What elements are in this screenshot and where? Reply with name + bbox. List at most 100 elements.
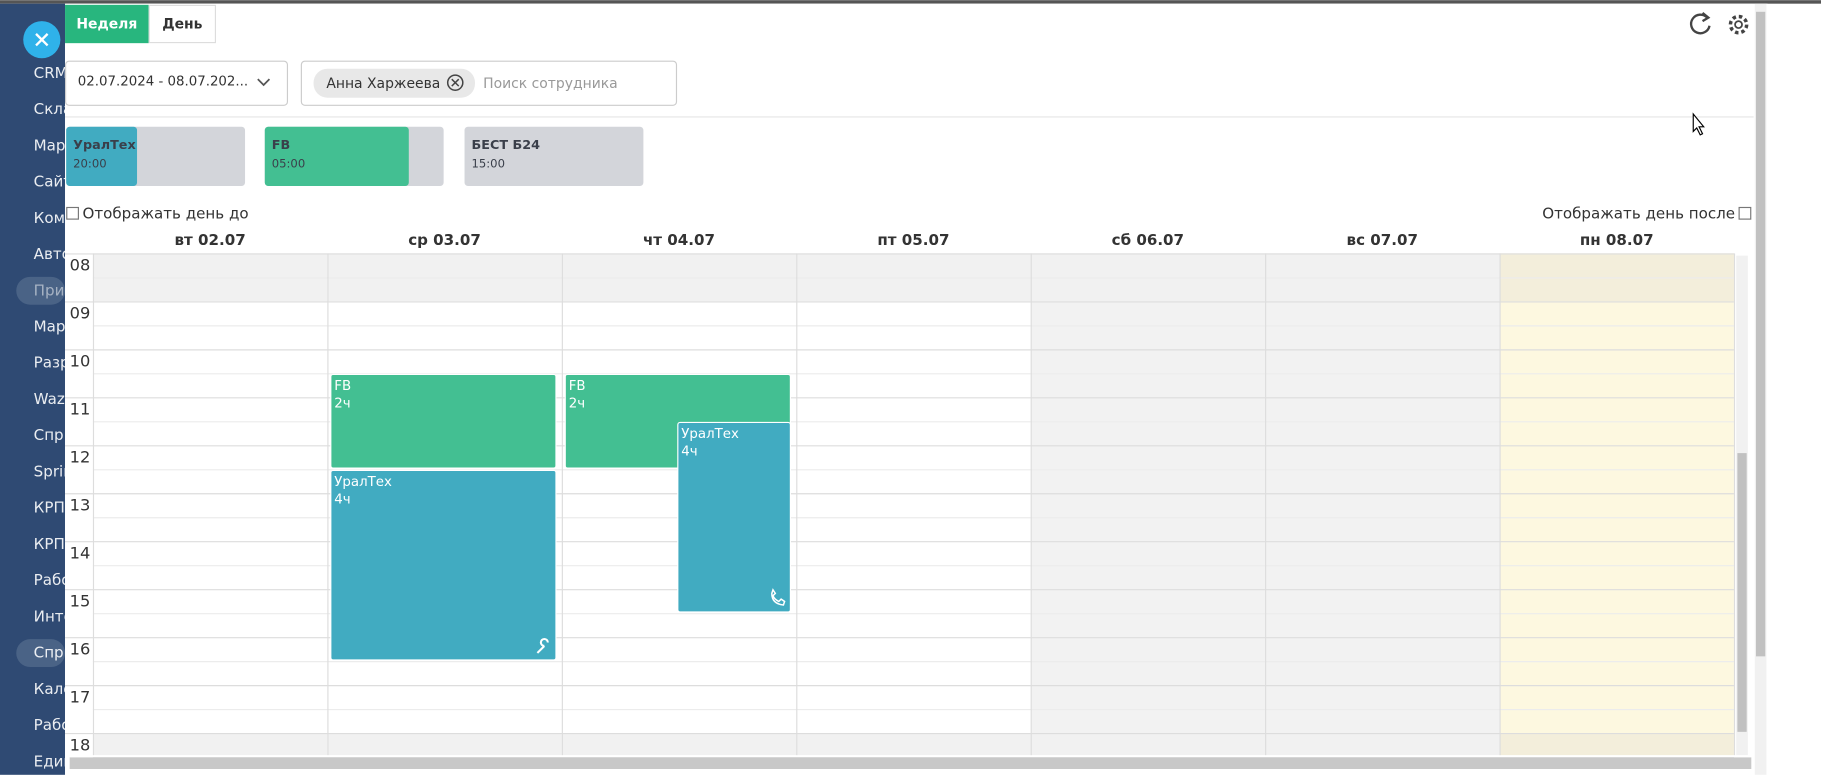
checkbox[interactable] <box>1738 206 1752 220</box>
event[interactable] <box>330 373 557 469</box>
sidebar-item[interactable]: Авто <box>34 245 71 263</box>
project-name: УралТех <box>73 138 136 153</box>
sidebar-item[interactable]: Sprin <box>34 462 73 480</box>
option-label: Отображать день до <box>82 204 248 222</box>
sidebar-item[interactable]: Спр <box>34 426 64 444</box>
event-title: FB <box>569 379 586 394</box>
sidebar-item[interactable]: Рабо <box>34 716 71 734</box>
day-column <box>1499 253 1734 756</box>
sidebar-items: CRM Скла Мар Сайт Ком Авто Прил Мар Разр Wazz Спр S… <box>16 64 74 770</box>
date-select[interactable] <box>65 60 289 106</box>
employee-chip <box>313 68 475 98</box>
hour-label: 11 <box>70 400 91 419</box>
sidebar-highlight <box>16 276 66 305</box>
search-placeholder: Поиск сотрудника <box>483 76 618 92</box>
off-hours <box>327 733 562 756</box>
event-title: УралТех <box>334 475 392 490</box>
project-time: 15:00 <box>472 156 505 170</box>
wrench-icon <box>536 637 549 654</box>
sidebar-item[interactable]: КРП2 <box>34 535 75 553</box>
chip-remove[interactable] <box>446 74 464 91</box>
refresh-button[interactable] <box>1689 12 1711 35</box>
calendar: вт 02.07 ср 03.07 чт 04.07 пт 05.07 сб 06.07… <box>65 231 1736 759</box>
sidebar-item[interactable]: Мар <box>34 136 66 154</box>
day-header: вт 02.07 <box>175 231 246 249</box>
hour-label: 13 <box>70 495 91 514</box>
close-icon <box>35 33 49 47</box>
sidebar-item[interactable]: Рабо <box>34 571 71 589</box>
event-title: FB <box>334 379 351 394</box>
tab-week[interactable] <box>65 4 149 44</box>
top-bar <box>0 0 1821 4</box>
option-label: Отображать день после <box>1542 204 1735 222</box>
off-hours <box>1030 733 1266 756</box>
off-hours <box>1499 733 1734 756</box>
sidebar-item[interactable]: Кале <box>34 680 73 698</box>
sidebar-item[interactable]: Разр <box>34 354 70 372</box>
off-hours <box>1265 733 1500 756</box>
day-column <box>92 253 328 756</box>
project-progress <box>264 126 409 187</box>
day-column <box>796 253 1031 756</box>
sidebar-highlight <box>16 639 66 668</box>
chevron <box>257 78 271 87</box>
event-duration: 4ч <box>334 492 350 507</box>
tab-label: Неделя <box>76 17 137 33</box>
sidebar-item[interactable]: Прил <box>34 281 74 299</box>
sidebar-item[interactable]: Сайт <box>34 173 73 191</box>
off-hours <box>561 733 797 756</box>
sidebar-item[interactable]: Wazz <box>34 390 73 408</box>
event-duration: 2ч <box>334 396 350 411</box>
sidebar-item[interactable]: Един <box>34 752 74 770</box>
day-column <box>1030 253 1266 756</box>
hour-label: 08 <box>70 256 91 275</box>
day-header: вс 07.07 <box>1347 231 1418 249</box>
project-cards: УралТех 20:00 FB 05:00 БЕСТ Б24 15:00 <box>66 126 644 187</box>
phone-icon <box>771 588 786 606</box>
day-column <box>1265 253 1500 756</box>
h-scrollbar[interactable] <box>69 757 1752 770</box>
event-title: УралТех <box>681 427 739 442</box>
sidebar-item[interactable]: Скла <box>34 100 73 118</box>
event-duration: 4ч <box>681 444 697 459</box>
scrollbar-thumb[interactable] <box>1755 11 1766 657</box>
hour-label: 09 <box>70 304 91 323</box>
project-card[interactable] <box>464 126 644 187</box>
day-header: чт 04.07 <box>643 231 715 249</box>
sidebar-item[interactable]: КРП <box>34 499 65 517</box>
tab-day[interactable] <box>148 4 217 44</box>
project-time: 20:00 <box>73 156 106 170</box>
hour-label: 18 <box>70 735 91 754</box>
hour-label: 15 <box>70 591 91 610</box>
event[interactable] <box>677 421 791 613</box>
hour-label: 12 <box>70 447 91 466</box>
project-name: БЕСТ Б24 <box>472 138 541 153</box>
project-progress <box>66 126 138 187</box>
day-header: пн 08.07 <box>1580 231 1654 249</box>
cursor <box>1692 112 1705 136</box>
event[interactable] <box>330 469 557 661</box>
sidebar-item[interactable]: Спр <box>34 644 64 662</box>
off-hours <box>92 733 328 756</box>
day-header: пт 05.07 <box>877 231 949 249</box>
settings-button[interactable] <box>1728 14 1749 35</box>
day-header: сб 06.07 <box>1112 231 1184 249</box>
hour-label: 16 <box>70 639 91 658</box>
day-header: ср 03.07 <box>408 231 481 249</box>
sidebar-item[interactable]: Инте <box>34 607 73 625</box>
project-time: 05:00 <box>272 156 305 170</box>
sidebar-item[interactable]: Ком <box>34 209 65 227</box>
hour-label: 17 <box>70 687 91 706</box>
event-duration: 2ч <box>569 396 585 411</box>
sidebar-item[interactable]: CRM <box>34 64 68 82</box>
off-hours <box>796 733 1031 756</box>
checkbox[interactable] <box>66 206 79 220</box>
sidebar-item[interactable]: Мар <box>34 317 66 335</box>
tab-label: День <box>162 17 202 33</box>
hour-label: 10 <box>70 352 91 371</box>
project-name: FB <box>272 138 290 153</box>
date-range: 02.07.2024 - 08.07.202... <box>78 74 248 89</box>
scrollbar-thumb[interactable] <box>1737 453 1747 732</box>
